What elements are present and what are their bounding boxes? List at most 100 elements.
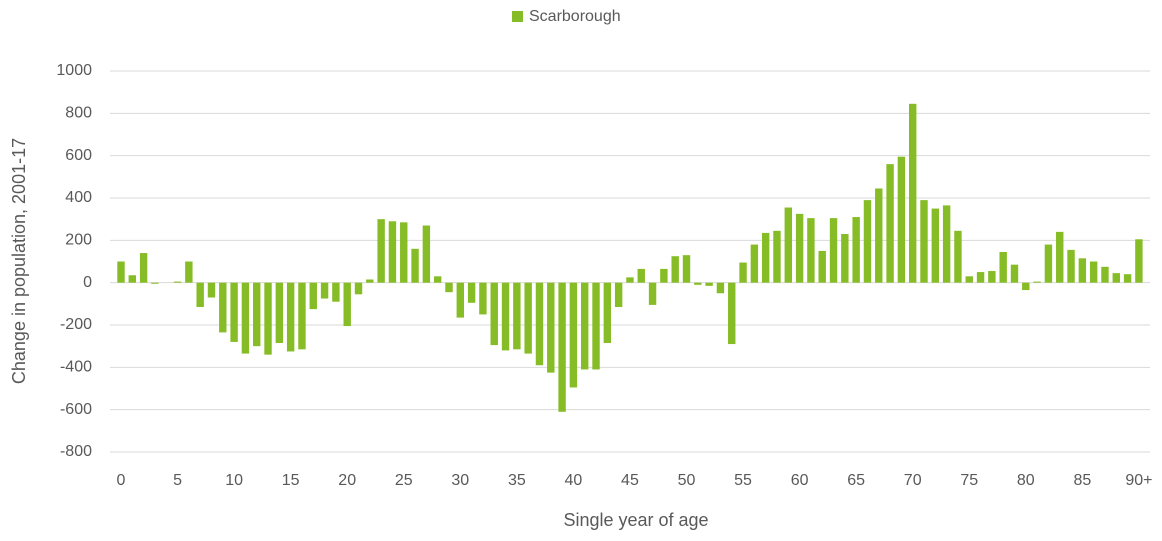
- x-tick-label: 85: [1073, 472, 1091, 489]
- x-tick-label: 55: [734, 472, 752, 489]
- bar: [1022, 282, 1030, 291]
- bar: [875, 188, 883, 283]
- y-tick-label: -600: [60, 401, 92, 418]
- x-axis-title: Single year of age: [563, 510, 708, 530]
- bar: [513, 282, 521, 350]
- bar: [490, 282, 498, 346]
- x-tick-label: 65: [847, 472, 865, 489]
- bar: [354, 282, 363, 295]
- bar: [117, 261, 125, 283]
- bar: [1044, 244, 1053, 283]
- x-tick-label: 5: [173, 472, 182, 489]
- bar: [151, 282, 159, 284]
- x-tick-label: 30: [451, 472, 469, 489]
- y-tick-label: -200: [60, 316, 92, 333]
- bar: [1112, 273, 1120, 283]
- bar: [671, 256, 679, 283]
- y-tick-label: 400: [65, 189, 92, 206]
- y-tick-label: -800: [60, 443, 92, 460]
- bar: [728, 282, 736, 345]
- bar: [241, 282, 250, 354]
- bar: [479, 282, 487, 315]
- bar: [558, 282, 566, 412]
- bar: [332, 282, 340, 302]
- bar: [603, 282, 612, 343]
- bar: [818, 250, 826, 283]
- bar: [343, 282, 351, 327]
- bar: [467, 282, 476, 303]
- bar: [275, 282, 284, 343]
- bar: [829, 218, 838, 283]
- bar: [456, 282, 464, 318]
- bar: [1056, 231, 1064, 283]
- bar: [1033, 281, 1041, 283]
- bar: [433, 276, 442, 283]
- bar: [264, 282, 272, 355]
- bar: [366, 279, 374, 283]
- y-tick-label: -400: [60, 359, 92, 376]
- bar: [705, 282, 713, 286]
- bar: [173, 281, 182, 283]
- bar: [920, 200, 928, 283]
- y-axis-title: Change in population, 2001-17: [9, 138, 29, 384]
- x-tick-label: 75: [960, 472, 978, 489]
- x-tick-label: 80: [1017, 472, 1035, 489]
- bar: [841, 233, 849, 283]
- bar: [988, 271, 996, 283]
- bar: [784, 207, 792, 283]
- x-tick-label: 40: [565, 472, 583, 489]
- bar: [547, 282, 555, 373]
- bar: [400, 222, 408, 283]
- bar: [185, 261, 193, 283]
- bar: [501, 282, 510, 351]
- bar: [196, 282, 204, 308]
- bar: [581, 282, 589, 370]
- bar: [230, 282, 238, 342]
- bar: [863, 200, 872, 283]
- bar: [694, 282, 702, 285]
- bar: [626, 277, 634, 283]
- bar: [1135, 239, 1143, 283]
- x-tick-label: 45: [621, 472, 639, 489]
- bar: [320, 282, 329, 299]
- legend-swatch: [512, 11, 523, 22]
- bar: [592, 282, 600, 370]
- bar: [128, 275, 137, 283]
- bar: [388, 221, 397, 283]
- bar: [207, 282, 216, 298]
- bar: [807, 218, 815, 283]
- bar: [897, 156, 906, 283]
- bar: [524, 282, 532, 354]
- bar: [886, 164, 894, 283]
- y-tick-label: 600: [65, 147, 92, 164]
- bar: [569, 282, 578, 388]
- bar: [931, 208, 940, 283]
- bar: [1101, 266, 1109, 283]
- bar: [139, 253, 148, 283]
- bar: [648, 282, 657, 305]
- x-tick-label: 0: [117, 472, 126, 489]
- bar: [716, 282, 725, 294]
- bar: [909, 103, 917, 283]
- bar: [852, 217, 860, 283]
- bar: [965, 276, 973, 283]
- bar: [377, 219, 385, 283]
- x-tick-label: 10: [225, 472, 243, 489]
- y-tick-label: 0: [83, 274, 92, 291]
- bar: [739, 262, 747, 283]
- bar: [1010, 264, 1019, 283]
- bar: [637, 268, 645, 283]
- bar: [1067, 249, 1075, 283]
- x-tick-label: 25: [395, 472, 413, 489]
- bar: [253, 282, 261, 347]
- x-tick-label: 20: [338, 472, 356, 489]
- x-tick-label: 35: [508, 472, 526, 489]
- bar: [309, 282, 317, 310]
- bar: [445, 282, 453, 293]
- bar: [422, 225, 431, 283]
- bar: [976, 272, 985, 283]
- x-tick-label: 60: [791, 472, 809, 489]
- bar: [660, 268, 668, 283]
- y-tick-label: 200: [65, 232, 92, 249]
